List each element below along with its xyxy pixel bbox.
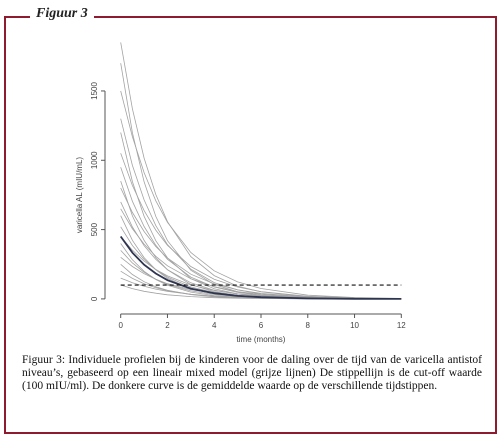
x-axis-label: time (months) <box>237 335 286 344</box>
x-tick-label: 4 <box>212 321 217 330</box>
profile-line <box>120 208 402 299</box>
x-tick-label: 10 <box>350 321 359 330</box>
profile-line <box>120 42 402 300</box>
profile-line <box>120 153 402 299</box>
profile-line <box>120 63 402 300</box>
profile-line <box>120 167 402 300</box>
x-tick-label: 0 <box>118 321 123 330</box>
y-tick-label: 1000 <box>90 151 99 169</box>
y-tick-label: 500 <box>90 222 99 236</box>
mean-line <box>119 235 402 300</box>
x-tick-label: 12 <box>397 321 406 330</box>
y-tick-label: 0 <box>90 296 99 301</box>
y-tick-label: 1500 <box>90 82 99 100</box>
frame <box>4 16 497 434</box>
plot-area <box>119 42 402 300</box>
x-tick-label: 6 <box>259 321 264 330</box>
profile-line <box>120 90 402 299</box>
profile-line <box>120 215 402 300</box>
y-axis-label: varicella AL (mIU/mL) <box>75 157 84 234</box>
profile-line <box>120 118 402 300</box>
profile-line <box>120 180 402 300</box>
chart: varicella AL (mIU/mL) time (months) 0 500… <box>75 42 406 344</box>
figure-label: Figuur 3 <box>30 6 94 22</box>
x-tick-label: 2 <box>165 321 170 330</box>
caption: Figuur 3: Individuele profielen bij de k… <box>22 354 482 392</box>
x-tick-label: 8 <box>306 321 311 330</box>
